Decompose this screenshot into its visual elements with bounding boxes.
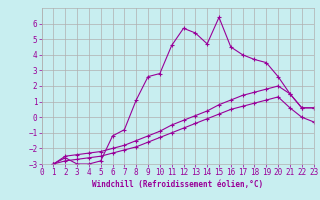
X-axis label: Windchill (Refroidissement éolien,°C): Windchill (Refroidissement éolien,°C)	[92, 180, 263, 189]
